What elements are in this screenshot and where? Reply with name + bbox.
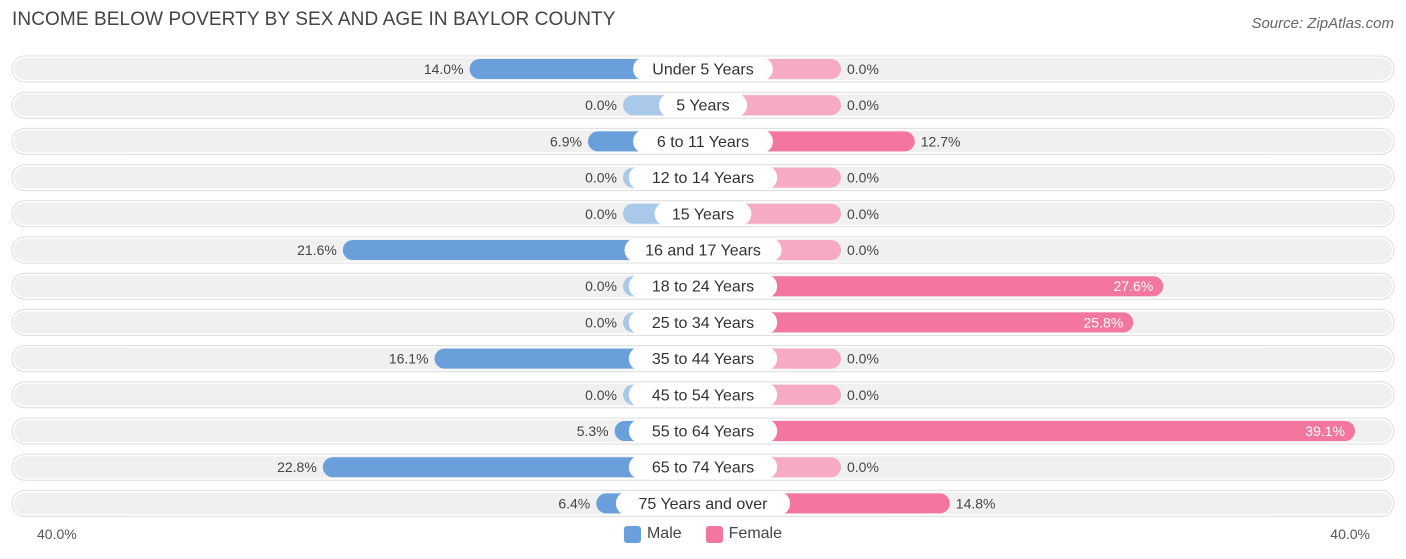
female-value-label: 0.0% (847, 61, 879, 77)
category-pill (628, 382, 778, 407)
female-value-label: 14.8% (956, 495, 996, 511)
female-value-label: 27.6% (1114, 278, 1154, 294)
category-pill (628, 310, 778, 335)
category-pill (628, 165, 778, 190)
female-value-label: 12.7% (921, 133, 961, 149)
category-label: 12 to 14 Years (652, 170, 754, 187)
legend: Male Female (0, 523, 1406, 545)
category-label: 75 Years and over (639, 496, 769, 513)
legend-female-label: Female (728, 525, 783, 542)
chart-title: INCOME BELOW POVERTY BY SEX AND AGE IN B… (12, 9, 616, 30)
male-value-label: 21.6% (297, 242, 337, 258)
male-value-label: 0.0% (585, 278, 617, 294)
male-value-label: 0.0% (585, 206, 617, 222)
category-label: 18 to 24 Years (652, 279, 754, 296)
male-value-label: 5.3% (577, 423, 609, 439)
category-label: 65 to 74 Years (652, 460, 754, 477)
category-label: 16 and 17 Years (645, 243, 761, 260)
category-label: 5 Years (676, 98, 729, 115)
category-pill (615, 491, 791, 516)
category-pill (654, 201, 752, 226)
category-label: 35 to 44 Years (652, 351, 754, 368)
male-value-label: 0.0% (585, 314, 617, 330)
category-pill (628, 346, 778, 371)
male-value-label: 16.1% (389, 351, 429, 367)
male-bar[interactable] (342, 240, 703, 260)
male-value-label: 0.0% (585, 387, 617, 403)
category-pill (633, 129, 773, 154)
category-label: 45 to 54 Years (652, 387, 754, 404)
category-pill (658, 93, 748, 118)
category-label: 15 Years (672, 206, 734, 223)
female-value-label: 0.0% (847, 97, 879, 113)
female-value-label: 39.1% (1305, 423, 1345, 439)
chart-canvas: 14.0% 0.0% Under 5 Years 0.0% 0.0% 5 Years 6.9… (11, 55, 1395, 517)
category-pill (633, 57, 773, 81)
male-value-label: 6.9% (550, 133, 582, 149)
female-value-label: 0.0% (847, 351, 879, 367)
female-bar[interactable] (703, 421, 1355, 441)
male-value-label: 14.0% (424, 61, 464, 77)
female-value-label: 0.0% (847, 459, 879, 475)
legend-male-label: Male (646, 525, 682, 542)
male-value-label: 0.0% (585, 170, 617, 186)
category-label: 6 to 11 Years (657, 134, 749, 151)
male-bar[interactable] (322, 457, 703, 478)
female-value-label: 25.8% (1084, 314, 1124, 330)
axis-right-label: 40.0% (1330, 526, 1370, 542)
female-bar[interactable] (703, 276, 1164, 297)
male-value-label: 6.4% (558, 495, 590, 511)
category-pill (628, 455, 778, 480)
legend-item-female[interactable]: Female (705, 525, 783, 543)
female-swatch (705, 525, 723, 543)
female-value-label: 0.0% (847, 206, 879, 222)
category-pill (624, 238, 782, 262)
female-bar[interactable] (703, 312, 1134, 333)
category-label: 55 to 64 Years (652, 424, 754, 441)
source-credit: Source: ZipAtlas.com (1251, 15, 1394, 32)
legend-item-male[interactable]: Male (623, 525, 682, 543)
category-pill (628, 274, 778, 299)
male-value-label: 0.0% (585, 97, 617, 113)
female-value-label: 0.0% (847, 170, 879, 186)
male-value-label: 22.8% (277, 459, 317, 475)
male-swatch (623, 525, 641, 543)
female-value-label: 0.0% (847, 242, 879, 258)
category-label: 25 to 34 Years (652, 315, 754, 332)
axis-left-label: 40.0% (37, 526, 77, 542)
category-label: Under 5 Years (652, 62, 753, 79)
female-value-label: 0.0% (847, 387, 879, 403)
category-pill (628, 419, 778, 443)
